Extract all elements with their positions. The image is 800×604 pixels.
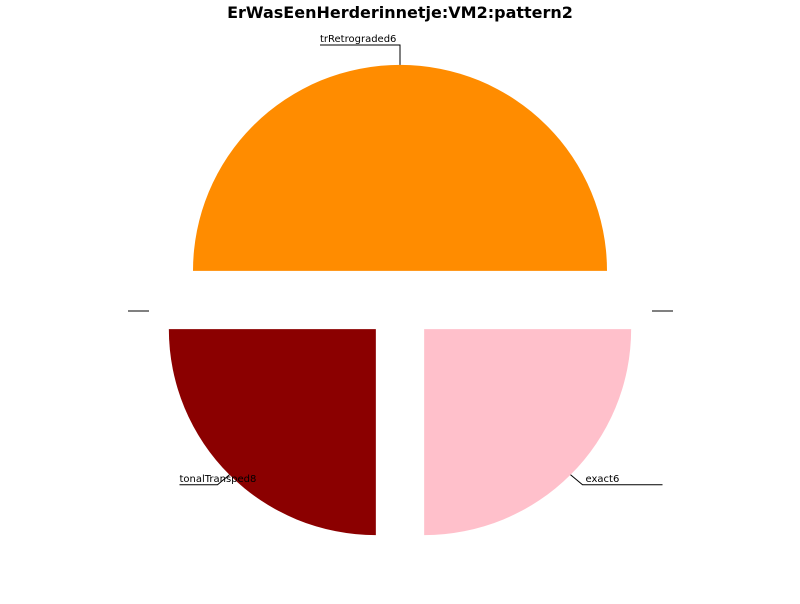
slices-layer [168,64,632,536]
slice-label-trRetrograded6: trRetrograded6 [320,34,396,45]
slice-label-exact6: exact6 [586,474,620,485]
pie-slice-trRetrograded6 [193,64,607,271]
chart-title: ErWasEenHerderinnetje:VM2:pattern2 [227,3,573,22]
leader-line-exact6 [570,474,663,486]
slice-label-tonalTransped8: tonalTransped8 [179,474,256,485]
pie-slice-tonalTransped8 [168,329,376,536]
pie-slice-exact6 [424,329,632,536]
leader-line-tonalTransped8 [179,474,230,486]
labels-layer: trRetrograded6 tonalTransped8 exact6 [128,34,673,486]
leader-line-trRetrograded6 [320,44,401,65]
